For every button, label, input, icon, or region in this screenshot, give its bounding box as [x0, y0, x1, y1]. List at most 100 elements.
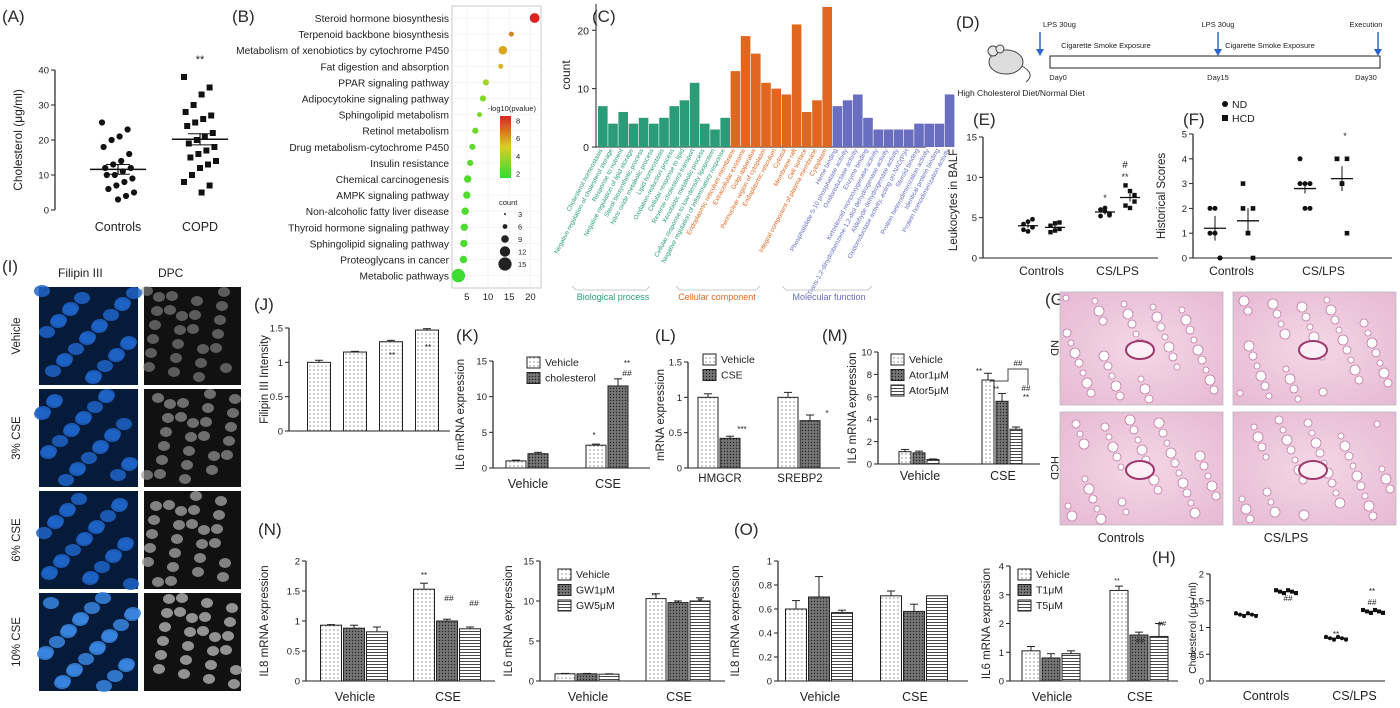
c-bar	[618, 111, 628, 147]
e-x-label: Controls	[1019, 264, 1064, 278]
d-day-label: Day15	[1207, 73, 1229, 82]
c-bar	[863, 117, 873, 147]
i-cell-blob	[79, 333, 95, 345]
m-y-tick-label: 0	[867, 460, 872, 471]
c-y-tick-label: 20	[577, 25, 589, 37]
i-row-label: 3% CSE	[11, 416, 23, 460]
a-point	[208, 112, 215, 119]
i-cell-blob	[123, 578, 139, 590]
i-dpc-cell	[198, 431, 210, 441]
b-x-tick-label: 15	[504, 292, 515, 303]
i-dpc-cell	[174, 325, 186, 335]
i-dpc-cell	[227, 408, 239, 418]
g-alveolus	[1253, 362, 1261, 370]
i-dpc-cell	[176, 593, 188, 603]
g-alveolus	[1274, 415, 1284, 425]
h-ylabel: Cholesterol (μg /ml)	[1187, 582, 1199, 674]
i-cell-blob	[124, 609, 140, 621]
g-alveolus	[1202, 366, 1210, 374]
h-y-tick-label: 0.5	[1191, 650, 1204, 661]
i-cell-blob	[118, 660, 134, 672]
j-y-tick-label: 1.5	[270, 324, 283, 335]
g-alveolus	[1282, 365, 1290, 373]
c-bar	[598, 106, 608, 147]
g-alveolus	[1342, 345, 1352, 355]
b-size-legend-dot	[504, 213, 506, 215]
h-point	[1274, 588, 1278, 593]
m-y-tick-label: 4	[867, 415, 872, 426]
f-point	[1207, 230, 1213, 236]
i-cell-blob	[95, 592, 111, 604]
i-cell-blob	[69, 464, 85, 476]
n2-legend-swatch	[557, 568, 572, 581]
i-dpc-cell	[165, 576, 177, 586]
mouse-ear-icon	[995, 44, 1005, 54]
f-y-tick-label: 1	[1182, 229, 1187, 240]
n-annotation: **	[421, 571, 427, 580]
c-bar	[873, 129, 883, 147]
g-alveolus	[1098, 316, 1108, 326]
e-point	[1127, 205, 1133, 211]
panel-i: Filipin III DPC Vehicle 3% CSE 6% CSE 10% CSE	[11, 266, 242, 692]
i-row-label: 10% CSE	[11, 617, 23, 667]
i-dpc-cell	[175, 506, 187, 516]
g-alveolus	[1127, 319, 1137, 329]
g-alveolus	[1363, 500, 1375, 512]
o2-bar	[1021, 650, 1041, 682]
n2-y-tick-label: 10	[523, 597, 534, 608]
g-alveolus	[1272, 309, 1282, 319]
o2-bar	[1149, 635, 1169, 682]
a-point	[122, 192, 130, 200]
g-alveolus	[1337, 432, 1345, 440]
i-cell-blob	[108, 350, 124, 362]
k-y-tick-label: 5	[482, 428, 487, 439]
g-alveolus	[1303, 418, 1313, 428]
f-legend-label: HCD	[1232, 113, 1255, 125]
i-dpc-cell	[180, 655, 192, 665]
f-y-tick-label: 2	[1182, 204, 1187, 215]
n2-bar	[667, 602, 689, 682]
i-dpc-cell	[176, 311, 188, 321]
i-dpc-cell	[203, 674, 215, 684]
n2-x-label: CSE	[666, 690, 692, 704]
i-dpc-cell	[209, 632, 221, 642]
mouse-tail-icon	[1021, 65, 1031, 83]
i-cell-blob	[60, 626, 76, 638]
i-dpc-cell	[202, 403, 214, 413]
i-dpc-cell	[199, 612, 211, 622]
n-annotation: ##	[469, 598, 479, 608]
g-alveolus	[1325, 304, 1337, 316]
l-legend-label: CSE	[721, 370, 743, 382]
f-point	[1250, 255, 1256, 261]
b-enrichment-dot	[477, 112, 483, 118]
n-x-label: CSE	[435, 690, 461, 704]
n2-bar	[645, 598, 667, 682]
k-legend-swatch	[526, 372, 541, 384]
d-arrow-icon	[1374, 49, 1382, 56]
i-cell-blob	[65, 544, 81, 556]
c-group-bracket	[781, 285, 873, 291]
panel-letter: (H)	[1152, 548, 1176, 567]
i-cell-blob	[43, 597, 59, 609]
g-alveolus	[1245, 514, 1255, 524]
m-annotation: **	[993, 385, 999, 394]
g-alveolus	[1238, 495, 1246, 503]
g-alveolus	[1315, 448, 1325, 458]
n-annotation: ##	[444, 593, 454, 603]
i-cell-blob	[85, 372, 101, 384]
l-x-label: HMGCR	[698, 473, 741, 485]
i-cell-blob	[68, 343, 84, 355]
b-pathway-label: Sphingolipid metabolism	[339, 111, 449, 122]
l-x-label: SREBP2	[777, 473, 822, 485]
i-dpc-cell	[170, 353, 182, 363]
i-dpc-cell	[160, 427, 172, 437]
e-point	[1132, 199, 1137, 204]
c-group-label: Molecular function	[792, 292, 865, 302]
g-alveolus	[1279, 426, 1287, 434]
i-dpc-cell	[189, 310, 201, 320]
g-alveolus	[1103, 361, 1113, 371]
c-bar	[628, 123, 639, 147]
a-significance: **	[196, 54, 205, 66]
b-x-tick-label: 10	[483, 292, 494, 303]
m-annotation: ##	[1014, 359, 1023, 368]
